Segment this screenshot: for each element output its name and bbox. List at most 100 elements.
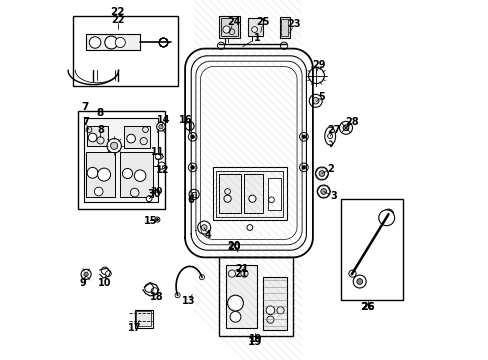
Circle shape bbox=[185, 122, 194, 130]
Circle shape bbox=[246, 225, 252, 230]
Circle shape bbox=[339, 121, 352, 134]
Bar bbox=[73, 16, 178, 86]
Text: 21: 21 bbox=[234, 269, 247, 279]
Bar bbox=[192, 192, 196, 197]
Circle shape bbox=[280, 42, 287, 49]
Circle shape bbox=[94, 187, 103, 196]
Circle shape bbox=[88, 133, 97, 142]
Circle shape bbox=[104, 36, 118, 49]
Circle shape bbox=[317, 185, 329, 198]
Text: 30: 30 bbox=[150, 187, 162, 196]
Circle shape bbox=[189, 189, 199, 199]
Bar bbox=[136, 311, 151, 326]
Circle shape bbox=[89, 37, 101, 48]
Circle shape bbox=[188, 132, 197, 141]
Circle shape bbox=[144, 284, 153, 292]
Text: 24: 24 bbox=[226, 17, 240, 27]
Circle shape bbox=[308, 68, 324, 84]
Circle shape bbox=[299, 163, 307, 172]
Circle shape bbox=[190, 135, 194, 139]
Circle shape bbox=[146, 196, 152, 202]
Circle shape bbox=[383, 209, 393, 219]
Bar bbox=[78, 111, 164, 209]
Text: 14: 14 bbox=[157, 114, 170, 125]
Circle shape bbox=[223, 26, 230, 33]
Text: 1: 1 bbox=[253, 33, 260, 43]
Circle shape bbox=[115, 37, 125, 48]
Circle shape bbox=[156, 219, 158, 221]
Circle shape bbox=[217, 42, 224, 49]
Circle shape bbox=[84, 272, 88, 276]
Bar bbox=[262, 277, 286, 330]
Text: 8: 8 bbox=[97, 108, 104, 118]
Circle shape bbox=[155, 217, 160, 222]
Circle shape bbox=[98, 168, 110, 181]
Bar bbox=[86, 34, 140, 50]
Circle shape bbox=[348, 270, 355, 277]
Circle shape bbox=[134, 170, 145, 181]
Circle shape bbox=[155, 154, 161, 159]
Circle shape bbox=[315, 167, 328, 180]
Text: 15: 15 bbox=[144, 216, 157, 226]
Bar bbox=[87, 126, 107, 146]
Circle shape bbox=[251, 27, 257, 32]
Circle shape bbox=[302, 166, 305, 169]
Circle shape bbox=[343, 125, 348, 131]
Bar bbox=[84, 118, 158, 202]
Circle shape bbox=[156, 122, 165, 131]
Bar bbox=[86, 152, 115, 197]
Circle shape bbox=[265, 306, 274, 315]
Bar bbox=[226, 265, 257, 328]
Circle shape bbox=[122, 168, 132, 179]
Text: 8: 8 bbox=[97, 125, 104, 135]
Text: 17: 17 bbox=[128, 323, 141, 333]
Circle shape bbox=[105, 271, 111, 276]
Circle shape bbox=[318, 171, 324, 176]
Text: 20: 20 bbox=[227, 240, 241, 251]
Circle shape bbox=[356, 279, 362, 284]
Circle shape bbox=[158, 162, 165, 169]
Bar bbox=[219, 257, 292, 336]
Bar bbox=[219, 174, 241, 213]
Text: 30: 30 bbox=[147, 189, 160, 199]
Text: 22: 22 bbox=[110, 7, 125, 17]
Text: 27: 27 bbox=[326, 125, 340, 135]
Text: 5: 5 bbox=[317, 92, 324, 102]
Circle shape bbox=[190, 166, 194, 169]
Text: 25: 25 bbox=[256, 17, 269, 27]
Bar bbox=[221, 18, 238, 36]
Bar bbox=[123, 126, 149, 148]
Circle shape bbox=[188, 163, 197, 172]
Bar bbox=[244, 174, 262, 213]
Circle shape bbox=[197, 221, 210, 234]
Circle shape bbox=[110, 142, 118, 149]
Circle shape bbox=[101, 267, 108, 274]
Text: 12: 12 bbox=[155, 165, 169, 175]
Text: 19: 19 bbox=[248, 334, 262, 344]
Bar bbox=[281, 19, 288, 36]
Bar bbox=[212, 167, 286, 220]
Circle shape bbox=[320, 189, 326, 194]
Circle shape bbox=[224, 195, 231, 202]
Circle shape bbox=[312, 98, 318, 104]
Text: 7: 7 bbox=[81, 102, 89, 112]
Text: 26: 26 bbox=[360, 302, 374, 312]
Circle shape bbox=[107, 139, 121, 153]
Text: 21: 21 bbox=[234, 264, 248, 274]
Circle shape bbox=[352, 275, 366, 288]
Circle shape bbox=[302, 135, 305, 139]
Circle shape bbox=[378, 210, 394, 226]
Text: 23: 23 bbox=[287, 19, 300, 30]
Bar bbox=[134, 310, 152, 328]
Bar bbox=[219, 16, 240, 38]
Text: 22: 22 bbox=[111, 15, 124, 25]
Circle shape bbox=[81, 269, 91, 279]
Bar bbox=[340, 199, 402, 300]
Circle shape bbox=[248, 195, 256, 202]
Text: 28: 28 bbox=[345, 117, 359, 127]
Text: 20: 20 bbox=[227, 242, 241, 252]
Text: 2: 2 bbox=[326, 164, 333, 174]
Bar bbox=[216, 171, 283, 217]
Circle shape bbox=[87, 167, 98, 178]
Text: 26: 26 bbox=[360, 302, 374, 312]
